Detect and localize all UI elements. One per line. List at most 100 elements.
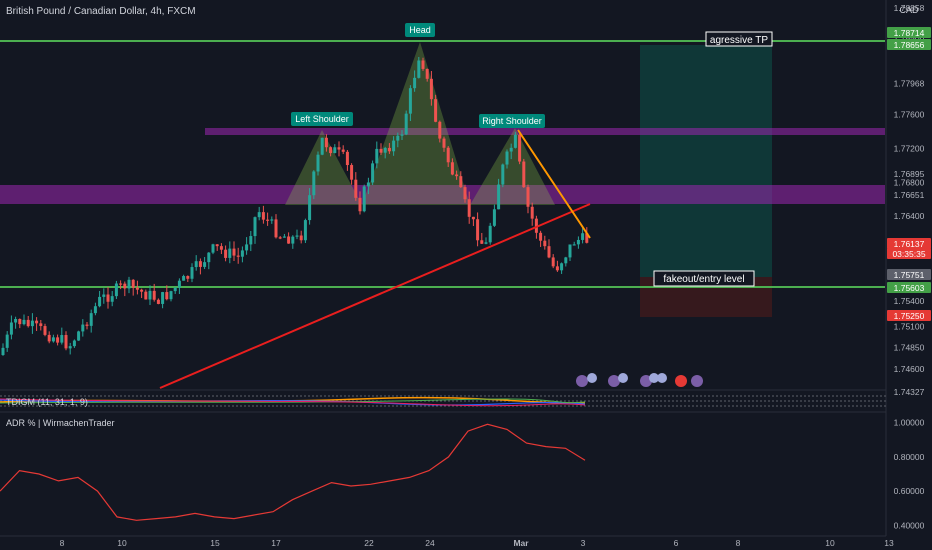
candle [324,134,328,152]
candle [350,163,354,185]
candle [400,130,404,140]
candle [320,137,324,156]
descending-trendline[interactable] [517,129,591,239]
event-flag-icon [608,375,620,387]
candle [392,136,396,156]
candle [182,274,186,281]
candle [383,146,387,159]
fakeout-entry-box[interactable]: fakeout/entry level [653,270,755,287]
time-tick-label: 13 [884,538,894,548]
candle [547,239,551,259]
candle [438,120,442,143]
candle [555,260,559,272]
symbol-title: British Pound / Canadian Dollar, 4h, FXC… [6,6,196,17]
time-tick-label: 10 [825,538,835,548]
price-label-red: 03:35:35 [887,248,931,259]
candle [186,275,190,282]
take-profit-zone [640,45,772,277]
candle [177,278,181,295]
time-axis[interactable]: 8 10 15 17 22 24 Mar 3 6 8 10 13 [60,538,894,548]
candle [98,290,102,308]
svg-text:1.76137: 1.76137 [894,239,925,249]
candle [513,131,517,149]
candle [572,241,576,246]
candle [404,110,408,136]
candle [463,184,467,203]
candle [9,315,13,340]
candle [581,226,585,244]
candle [526,184,530,214]
event-flag-icon [618,373,628,383]
event-flag-icon [657,373,667,383]
candle [72,339,76,348]
event-flag-icon [587,373,597,383]
candle [165,285,169,301]
candle [253,216,257,244]
candle [518,133,522,165]
candle [492,204,496,227]
candle [35,317,39,331]
candle [471,216,475,226]
candle [152,283,156,302]
candle [274,214,278,239]
candle [450,158,454,176]
candle [77,330,81,341]
candle [106,287,110,309]
time-tick-label: 15 [210,538,220,548]
price-tick-label: 1.78858 [894,3,925,13]
svg-text:1.78714: 1.78714 [894,28,925,38]
candle [148,285,152,306]
time-tick-label: Mar [513,538,529,548]
candle [203,257,207,270]
candle [51,334,55,343]
price-label-green: 1.75603 [887,282,931,293]
candle [64,331,68,351]
candle [358,191,362,215]
candle [366,177,370,195]
candle [505,149,509,169]
event-flag-icon [576,375,588,387]
price-tick-label: 1.74850 [894,343,925,353]
candle [219,243,223,255]
candle [232,241,236,262]
candles-layer [1,56,589,356]
candle [387,143,391,154]
event-icons[interactable] [576,373,703,387]
candle [119,280,123,290]
price-tick-label: 1.77968 [894,78,925,88]
candle [434,94,438,123]
candle [266,212,270,226]
tdigm-pane: TDIGM (11, 31, 1, 9) [0,395,886,407]
svg-text:1.75603: 1.75603 [894,283,925,293]
candle [476,212,480,247]
neckline-zone [0,185,885,204]
adr-label: ADR % | WirmachenTrader [6,418,115,428]
svg-text:1.75250: 1.75250 [894,311,925,321]
left-shoulder-label: Left Shoulder [291,112,353,126]
aggressive-tp-box[interactable]: agressive TP [705,31,773,47]
svg-text:03:35:35: 03:35:35 [892,249,925,259]
candle [568,244,572,262]
candle [211,243,215,255]
candle [270,216,274,224]
candle [497,178,501,210]
price-tick-label: 1.74600 [894,364,925,374]
svg-text:1.78656: 1.78656 [894,40,925,50]
candle [39,319,43,331]
candle [455,170,459,180]
candle [278,235,282,240]
candle [127,276,131,294]
candle [30,313,34,334]
time-tick-label: 6 [674,538,679,548]
adr-tick-label: 0.80000 [894,452,925,462]
time-tick-label: 22 [364,538,374,548]
candle [282,233,286,238]
candle [14,316,18,329]
candle [123,281,127,297]
candle [56,334,60,346]
rising-trendline[interactable] [159,203,591,389]
candle [446,146,450,167]
currency-label: CAD [899,5,919,15]
